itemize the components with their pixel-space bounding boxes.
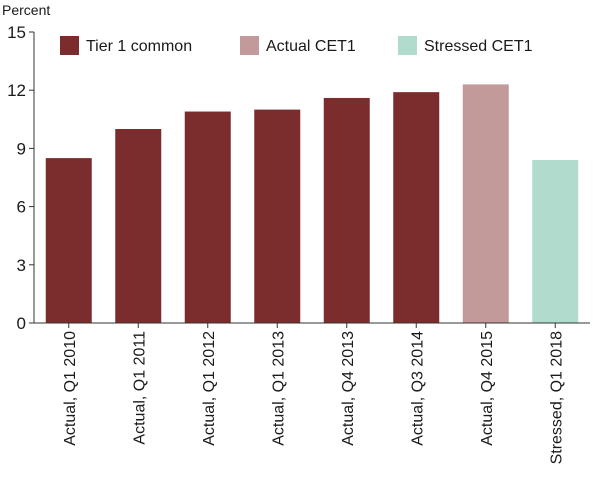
- legend-label-tier1: Tier 1 common: [86, 38, 192, 55]
- legend: Tier 1 common Actual CET1 Stressed CET1: [60, 36, 533, 55]
- legend-label-stressed_cet1: Stressed CET1: [424, 38, 533, 55]
- x-category-label: Actual, Q4 2015: [479, 331, 496, 446]
- x-category-label: Actual, Q1 2010: [62, 331, 79, 446]
- bar-actual-q1-2010: [45, 158, 92, 323]
- legend-swatch-stressed_cet1: [398, 36, 417, 55]
- x-category-label: Stressed, Q1 2018: [548, 331, 565, 465]
- x-category-label: Actual, Q1 2011: [131, 331, 148, 445]
- y-axis-unit-label: Percent: [2, 2, 50, 18]
- bar-actual-q1-2013: [254, 109, 301, 323]
- legend-swatch-actual_cet1: [240, 36, 259, 55]
- x-category-label: Actual, Q1 2013: [270, 331, 287, 446]
- bar-stressed-q1-2018: [532, 160, 579, 323]
- bar-actual-q1-2011: [115, 129, 162, 323]
- bar-actual-q3-2014: [393, 92, 440, 323]
- y-tick-label: 12: [7, 81, 26, 100]
- x-category-label: Actual, Q4 2013: [340, 331, 357, 446]
- bars: [45, 84, 579, 324]
- y-tick-label: 9: [17, 139, 26, 158]
- bar-actual-q4-2015: [462, 84, 509, 323]
- y-tick-label: 3: [17, 256, 26, 275]
- y-tick-label: 15: [7, 23, 26, 42]
- legend-label-actual_cet1: Actual CET1: [266, 38, 356, 55]
- y-tick-label: 0: [17, 314, 26, 333]
- legend-swatch-tier1: [60, 36, 79, 55]
- x-category-label: Actual, Q3 2014: [409, 331, 426, 446]
- x-category-label: Actual, Q1 2012: [201, 331, 218, 446]
- y-tick-label: 6: [17, 198, 26, 217]
- bar-actual-q1-2012: [184, 111, 231, 323]
- y-axis-ticks: 0 3 6 9 12 15: [7, 23, 34, 333]
- bar-actual-q4-2013: [323, 97, 370, 324]
- x-axis-category-labels: Actual, Q1 2010 Actual, Q1 2011 Actual, Q1…: [62, 323, 565, 465]
